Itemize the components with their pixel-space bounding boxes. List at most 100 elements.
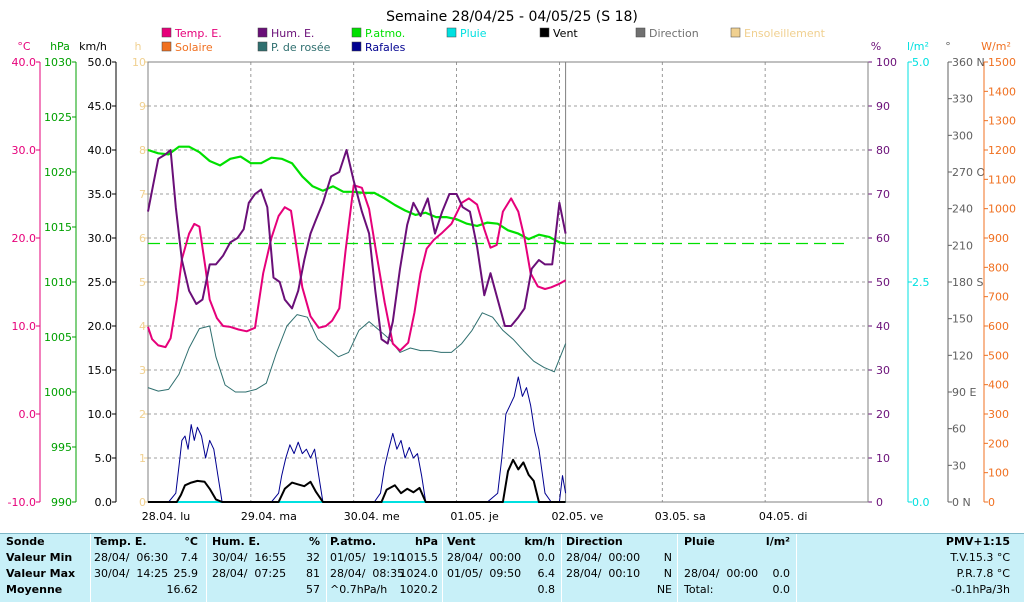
x-tick-label: 04.05. di [759, 510, 808, 523]
axis-temp: °C 40.0 30.0 20.0 10.0 0.0 -10.0 [8, 40, 41, 509]
axis-temp-tick-label: 10.0 [12, 320, 37, 333]
axis-hpa-tick-label: 1030 [44, 56, 72, 69]
dir-max-value: N [663, 567, 672, 580]
axis-kmh: km/h 50.0 45.0 40.0 35.0 30.0 25.0 20.0 15.0 10.0… [79, 40, 117, 509]
series-rafales [148, 376, 567, 503]
axis-kmh-tick-label: 35.0 [88, 188, 113, 201]
series-p-atmo- [147, 145, 566, 245]
axis-solar-tick-label: 500 [988, 349, 1009, 362]
patmo-unit: hPa [414, 535, 438, 548]
pluie-unit: l/m² [765, 535, 790, 548]
axis-solar: W/m²150014001300120011001000900800700600… [981, 40, 1016, 509]
legend-item-7: Solaire [161, 41, 213, 54]
axis-dir: °360 N 330 300 270 O 240 210 180 S 150 120 90 E 60… [945, 40, 985, 509]
vent-header: Vent [447, 535, 476, 548]
axis-rain-unit: l/m² [907, 40, 929, 53]
axis-temp-tick-label: 40.0 [12, 56, 37, 69]
axis-dir-tick-label: 0 N [952, 496, 971, 509]
legend-swatch [257, 27, 268, 38]
axis-hum-tick-label: 10 [876, 452, 890, 465]
axis-hpa-tick-label: 1025 [44, 111, 72, 124]
axis-temp-tick-label: 30.0 [12, 144, 37, 157]
legend-label: Vent [553, 27, 578, 40]
dir-mean-value: NE [656, 583, 672, 596]
axis-dir-tick-label: 60 [952, 423, 966, 436]
axis-kmh-tick-label: 20.0 [88, 320, 113, 333]
axis-rain-tick-label: 2.5 [912, 276, 930, 289]
axis-dir-unit: ° [945, 40, 951, 53]
axis-kmh-tick-label: 15.0 [88, 364, 113, 377]
axis-rain-tick-label: 0.0 [912, 496, 930, 509]
axis-hours-tick-label: 0 [139, 496, 146, 509]
axis-dir-tick-label: 150 [952, 313, 973, 326]
chart-title: Semaine 28/04/25 - 04/05/25 (S 18) [386, 9, 638, 25]
axis-solar-tick-label: 1100 [988, 173, 1016, 186]
legend-item-8: P. de rosée [257, 41, 331, 54]
axis-hpa-tick-label: 1005 [44, 331, 72, 344]
axis-solar-tick-label: 400 [988, 379, 1009, 392]
x-tick-label: 28.04. lu [142, 510, 191, 523]
temp-min-value: 7.4 [180, 551, 199, 564]
legend-swatch [161, 41, 172, 52]
hum-min-time: 30/04/ 16:55 [212, 551, 287, 564]
series-vent [148, 458, 566, 503]
axis-kmh-tick-label: 45.0 [88, 100, 113, 113]
axis-hours-tick-label: 6 [139, 232, 146, 245]
stats-temp-column: Temp. E. °C 28/04/ 06:30 7.4 30/04/ 14:25 2… [94, 534, 202, 602]
dir-min-value: N [663, 551, 672, 564]
axis-hours-tick-label: 1 [139, 452, 146, 465]
axis-kmh-tick-label: 0.0 [95, 496, 113, 509]
axis-temp-unit: °C [17, 40, 31, 53]
legend-label: P. de rosée [271, 41, 331, 54]
axis-rain-tick-label: 5.0 [912, 56, 930, 69]
dir-min-time: 28/04/ 00:00 [566, 551, 641, 564]
pluie-total-value: 0.0 [772, 583, 791, 596]
x-tick-label: 30.04. me [344, 510, 400, 523]
stats-hum-column: Hum. E.% 30/04/ 16:55 32 28/04/ 07:25 81 5… [212, 534, 324, 602]
axis-solar-tick-label: 200 [988, 437, 1009, 450]
label-min: Valeur Min [6, 551, 73, 564]
legend-item-1: Hum. E. [257, 27, 314, 40]
series-hum-e- [147, 149, 567, 345]
axis-dir-tick-label: 270 O [952, 166, 985, 179]
axis-solar-tick-label: 1200 [988, 144, 1016, 157]
pluie-max-time: 28/04/ 00:00 [684, 567, 759, 580]
axis-hpa: hPa 1030 1025 1020 1015 1010 1005 1000 995 990 [44, 40, 77, 509]
axis-hours-tick-label: 7 [139, 188, 146, 201]
axis-hours-tick-label: 8 [139, 144, 146, 157]
stats-dir-column: Direction 28/04/ 00:00 N 28/04/ 00:10 N NE [566, 534, 676, 602]
plot-area [147, 61, 869, 503]
stats-patmo-column: P.atmo. hPa 01/05/ 19:10 1015.5 28/04/ 08:… [330, 534, 442, 602]
legend-label: Temp. E. [174, 27, 222, 40]
pluie-max-value: 0.0 [772, 567, 791, 580]
axis-solar-tick-label: 800 [988, 261, 1009, 274]
axis-kmh-tick-label: 10.0 [88, 408, 113, 421]
axis-hours-tick-label: 2 [139, 408, 146, 421]
legend-label: Pluie [460, 27, 487, 40]
legend-label: Direction [649, 27, 699, 40]
axis-temp-tick-label: -10.0 [8, 496, 36, 509]
axis-solar-tick-label: 900 [988, 232, 1009, 245]
axis-solar-tick-label: 1000 [988, 203, 1016, 216]
vent-max-value: 6.4 [537, 567, 556, 580]
axis-solar-tick-label: 600 [988, 320, 1009, 333]
x-axis: 28.04. lu 29.04. ma 30.04. me 01.05. je 02.0… [142, 510, 808, 523]
temp-max-time: 30/04/ 14:25 [94, 567, 169, 580]
axis-hours-tick-label: 9 [139, 100, 146, 113]
pluie-total-label: Total: [684, 583, 714, 596]
x-tick-label: 29.04. ma [241, 510, 297, 523]
axis-hours-unit: h [135, 40, 142, 53]
axis-dir-tick-label: 90 E [952, 386, 976, 399]
temp-header: Temp. E. [94, 535, 147, 548]
axis-hpa-unit: hPa [50, 40, 70, 53]
axis-hum-unit: % [871, 40, 881, 53]
x-tick-label: 01.05. je [450, 510, 499, 523]
legend-swatch [351, 27, 362, 38]
chart-legend: Temp. E. Hum. E. P.atmo. Pluie Vent Direction… [161, 27, 826, 54]
legend-item-0: Temp. E. [161, 27, 222, 40]
temp-max-value: 25.9 [173, 567, 199, 580]
axis-kmh-tick-label: 30.0 [88, 232, 113, 245]
legend-swatch [635, 27, 646, 38]
